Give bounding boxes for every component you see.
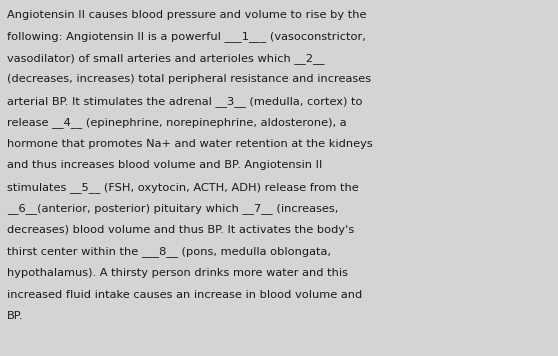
- Text: hormone that promotes Na+ and water retention at the kidneys: hormone that promotes Na+ and water rete…: [7, 139, 373, 149]
- Text: release __4__ (epinephrine, norepinephrine, aldosterone), a: release __4__ (epinephrine, norepinephri…: [7, 117, 347, 129]
- Text: vasodilator) of small arteries and arterioles which __2__: vasodilator) of small arteries and arter…: [7, 53, 325, 64]
- Text: decreases) blood volume and thus BP. It activates the body's: decreases) blood volume and thus BP. It …: [7, 225, 354, 235]
- Text: and thus increases blood volume and BP. Angiotensin II: and thus increases blood volume and BP. …: [7, 161, 323, 171]
- Text: BP.: BP.: [7, 311, 23, 321]
- Text: hypothalamus). A thirsty person drinks more water and this: hypothalamus). A thirsty person drinks m…: [7, 268, 348, 278]
- Text: increased fluid intake causes an increase in blood volume and: increased fluid intake causes an increas…: [7, 289, 362, 299]
- Text: stimulates __5__ (FSH, oxytocin, ACTH, ADH) release from the: stimulates __5__ (FSH, oxytocin, ACTH, A…: [7, 182, 359, 193]
- Text: __6__(anterior, posterior) pituitary which __7__ (increases,: __6__(anterior, posterior) pituitary whi…: [7, 204, 338, 214]
- Text: (decreases, increases) total peripheral resistance and increases: (decreases, increases) total peripheral …: [7, 74, 371, 84]
- Text: Angiotensin II causes blood pressure and volume to rise by the: Angiotensin II causes blood pressure and…: [7, 10, 367, 20]
- Text: arterial BP. It stimulates the adrenal __3__ (medulla, cortex) to: arterial BP. It stimulates the adrenal _…: [7, 96, 363, 107]
- Text: thirst center within the ___8__ (pons, medulla oblongata,: thirst center within the ___8__ (pons, m…: [7, 246, 331, 257]
- Text: following: Angiotensin II is a powerful ___1___ (vasoconstrictor,: following: Angiotensin II is a powerful …: [7, 31, 366, 42]
